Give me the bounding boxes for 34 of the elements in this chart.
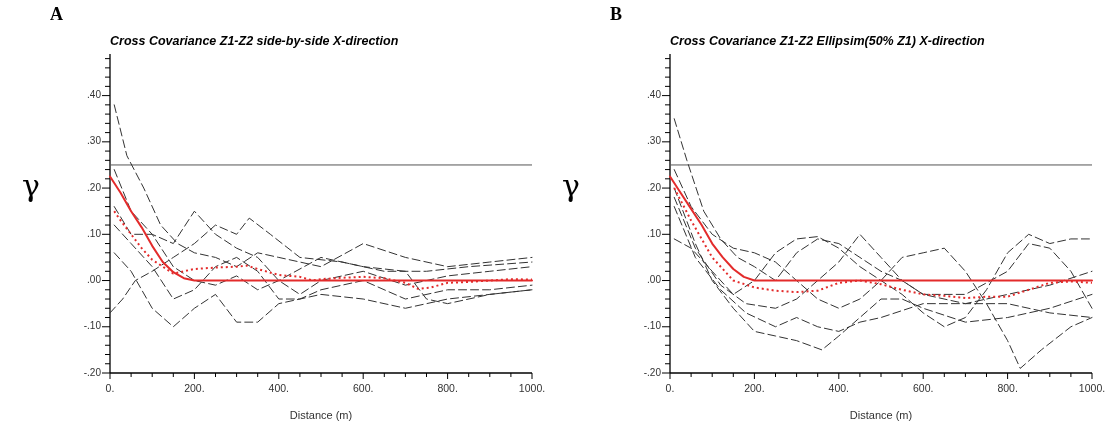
y-tick-label: .10 — [647, 227, 662, 239]
x-tick-label: 200. — [744, 382, 765, 394]
y-tick-label: .00 — [87, 274, 102, 286]
x-tick-label: 0. — [105, 382, 115, 394]
text: B — [610, 4, 623, 24]
x-tick-label: 1000. — [1078, 382, 1106, 394]
text: A — [50, 4, 63, 24]
chart-title: Cross Covariance Z1-Z2 side-by-side X-direction — [110, 34, 399, 48]
x-axis-title: Distance (m) — [849, 409, 913, 421]
x-tick-label: 200. — [184, 382, 205, 394]
x-axis-title: Distance (m) — [289, 409, 353, 421]
x-tick-label: 800. — [437, 382, 458, 394]
y-axis-title: γ — [22, 167, 40, 203]
chart-title: Cross Covariance Z1-Z2 Ellipsim(50% Z1) X-direction — [670, 34, 986, 48]
x-tick-label: 400. — [828, 382, 850, 394]
y-axis-title: γ — [562, 167, 580, 203]
x-tick-label: 0. — [665, 382, 675, 394]
x-tick-label: 1000. — [518, 382, 546, 394]
y-tick-label: -.20 — [643, 366, 662, 378]
x-tick-label: 600. — [352, 382, 374, 394]
y-tick-label: .00 — [647, 274, 662, 286]
y-tick-label: .20 — [87, 181, 102, 193]
x-tick-label: 400. — [268, 382, 290, 394]
y-tick-label: .20 — [647, 181, 662, 193]
y-tick-label: .30 — [87, 135, 102, 147]
y-tick-label: .10 — [87, 227, 102, 239]
y-tick-label: -.10 — [643, 320, 662, 332]
y-tick-label: -.10 — [83, 320, 102, 332]
y-tick-label: .40 — [87, 89, 102, 101]
y-tick-label: -.20 — [83, 366, 102, 378]
x-tick-label: 600. — [912, 382, 934, 394]
y-tick-label: .40 — [647, 89, 662, 101]
x-tick-label: 800. — [997, 382, 1018, 394]
y-tick-label: .30 — [647, 135, 662, 147]
